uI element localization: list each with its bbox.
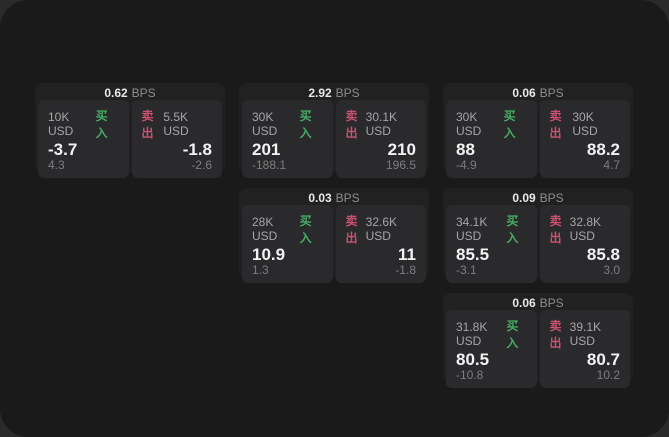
buy-tile[interactable]: 28K USD 买入 10.9 1.3	[242, 205, 333, 283]
buy-side-label: 买入	[299, 214, 312, 245]
bps-unit-label: BPS	[335, 191, 360, 205]
buy-tile[interactable]: 31.8K USD 买入 80.5 -10.8	[446, 310, 537, 388]
buy-delta: 1.3	[252, 263, 269, 277]
buy-tile[interactable]: 30K USD 买入 88 -4.9	[446, 100, 537, 178]
tiles-row: 34.1K USD 买入 85.5 -3.1 卖出 32.8K USD 85.8…	[446, 205, 630, 283]
buy-notional: 28K USD	[252, 215, 278, 243]
tiles-row: 10K USD 买入 -3.7 4.3 卖出 5.5K USD -1.8 -2.…	[38, 100, 222, 178]
buy-tile[interactable]: 10K USD 买入 -3.7 4.3	[38, 100, 129, 178]
buy-notional: 34.1K USD	[456, 215, 488, 243]
sell-tile[interactable]: 卖出 39.1K USD 80.7 10.2	[539, 310, 630, 388]
sell-notional: 32.8K USD	[569, 215, 601, 243]
sell-tile[interactable]: 卖出 32.6K USD 11 -1.8	[335, 205, 426, 283]
buy-notional: 31.8K USD	[456, 320, 488, 348]
sell-price: 88.2	[586, 140, 620, 159]
quote-card: 0.06 BPS 30K USD 买入 88 -4.9 卖出 30K USD	[443, 83, 633, 178]
buy-delta: -188.1	[252, 158, 287, 172]
quote-card: 0.06 BPS 31.8K USD 买入 80.5 -10.8 卖出 39.1…	[443, 293, 633, 388]
buy-notional: 30K USD	[252, 110, 278, 138]
sell-notional: 30K USD	[572, 110, 598, 138]
bps-unit-label: BPS	[539, 296, 564, 310]
quote-cards-grid: 0.62 BPS 10K USD 买入 -3.7 4.3 卖出 5.5K USD	[35, 83, 633, 388]
bps-value: 0.06	[512, 86, 536, 100]
buy-price: 85.5	[456, 245, 490, 264]
quote-card: 0.03 BPS 28K USD 买入 10.9 1.3 卖出 32.6K US…	[239, 188, 429, 283]
tiles-row: 28K USD 买入 10.9 1.3 卖出 32.6K USD 11 -1.8	[242, 205, 426, 283]
bps-unit-label: BPS	[335, 86, 360, 100]
buy-side-label: 买入	[503, 109, 516, 140]
bps-value: 0.03	[308, 191, 332, 205]
quote-card: 0.09 BPS 34.1K USD 买入 85.5 -3.1 卖出 32.8K…	[443, 188, 633, 283]
sell-price: -1.8	[182, 140, 212, 159]
buy-tile[interactable]: 34.1K USD 买入 85.5 -3.1	[446, 205, 537, 283]
bps-value: 0.06	[512, 296, 536, 310]
bps-unit-label: BPS	[131, 86, 156, 100]
bps-unit-label: BPS	[539, 86, 564, 100]
bps-value: 0.09	[512, 191, 536, 205]
bps-value: 2.92	[308, 86, 332, 100]
card-header: 0.06 BPS	[446, 86, 630, 100]
sell-delta: -1.8	[395, 263, 416, 277]
quote-card: 0.62 BPS 10K USD 买入 -3.7 4.3 卖出 5.5K USD	[35, 83, 225, 178]
sell-tile[interactable]: 卖出 32.8K USD 85.8 3.0	[539, 205, 630, 283]
buy-delta: 4.3	[48, 158, 65, 172]
buy-delta: -10.8	[456, 368, 484, 382]
buy-side-label: 买入	[95, 109, 108, 140]
sell-side-label: 卖出	[549, 214, 562, 245]
bps-unit-label: BPS	[539, 191, 564, 205]
sell-delta: -2.6	[191, 158, 212, 172]
sell-price: 80.7	[586, 350, 620, 369]
buy-price: 80.5	[456, 350, 490, 369]
sell-notional: 30.1K USD	[365, 110, 397, 138]
buy-tile[interactable]: 30K USD 买入 201 -188.1	[242, 100, 333, 178]
buy-notional: 30K USD	[456, 110, 482, 138]
sell-price: 85.8	[586, 245, 620, 264]
sell-delta: 3.0	[603, 263, 620, 277]
sell-notional: 32.6K USD	[365, 215, 397, 243]
sell-notional: 5.5K USD	[163, 110, 189, 138]
sell-delta: 4.7	[603, 158, 620, 172]
buy-price: -3.7	[48, 140, 78, 159]
buy-notional: 10K USD	[48, 110, 74, 138]
sell-tile[interactable]: 卖出 5.5K USD -1.8 -2.6	[131, 100, 222, 178]
sell-price: 11	[398, 245, 416, 264]
sell-delta: 10.2	[596, 368, 620, 382]
sell-tile[interactable]: 卖出 30.1K USD 210 196.5	[335, 100, 426, 178]
buy-side-label: 买入	[506, 214, 519, 245]
quote-card: 2.92 BPS 30K USD 买入 201 -188.1 卖出 30.1K …	[239, 83, 429, 178]
buy-side-label: 买入	[506, 319, 519, 350]
tiles-row: 30K USD 买入 201 -188.1 卖出 30.1K USD 210 1…	[242, 100, 426, 178]
buy-delta: -4.9	[456, 158, 477, 172]
card-header: 0.09 BPS	[446, 191, 630, 205]
sell-notional: 39.1K USD	[569, 320, 601, 348]
sell-side-label: 卖出	[549, 109, 562, 140]
buy-price: 10.9	[252, 245, 286, 264]
sell-price: 210	[387, 140, 416, 159]
sell-side-label: 卖出	[549, 319, 562, 350]
sell-side-label: 卖出	[141, 109, 154, 140]
buy-delta: -3.1	[456, 263, 477, 277]
card-header: 0.06 BPS	[446, 296, 630, 310]
sell-delta: 196.5	[385, 158, 416, 172]
buy-side-label: 买入	[299, 109, 312, 140]
sell-side-label: 卖出	[345, 109, 358, 140]
card-header: 0.03 BPS	[242, 191, 426, 205]
bps-value: 0.62	[104, 86, 128, 100]
tiles-row: 31.8K USD 买入 80.5 -10.8 卖出 39.1K USD 80.…	[446, 310, 630, 388]
card-header: 0.62 BPS	[38, 86, 222, 100]
sell-side-label: 卖出	[345, 214, 358, 245]
buy-price: 88	[456, 140, 475, 159]
sell-tile[interactable]: 卖出 30K USD 88.2 4.7	[539, 100, 630, 178]
card-header: 2.92 BPS	[242, 86, 426, 100]
buy-price: 201	[252, 140, 281, 159]
tiles-row: 30K USD 买入 88 -4.9 卖出 30K USD 88.2 4.7	[446, 100, 630, 178]
